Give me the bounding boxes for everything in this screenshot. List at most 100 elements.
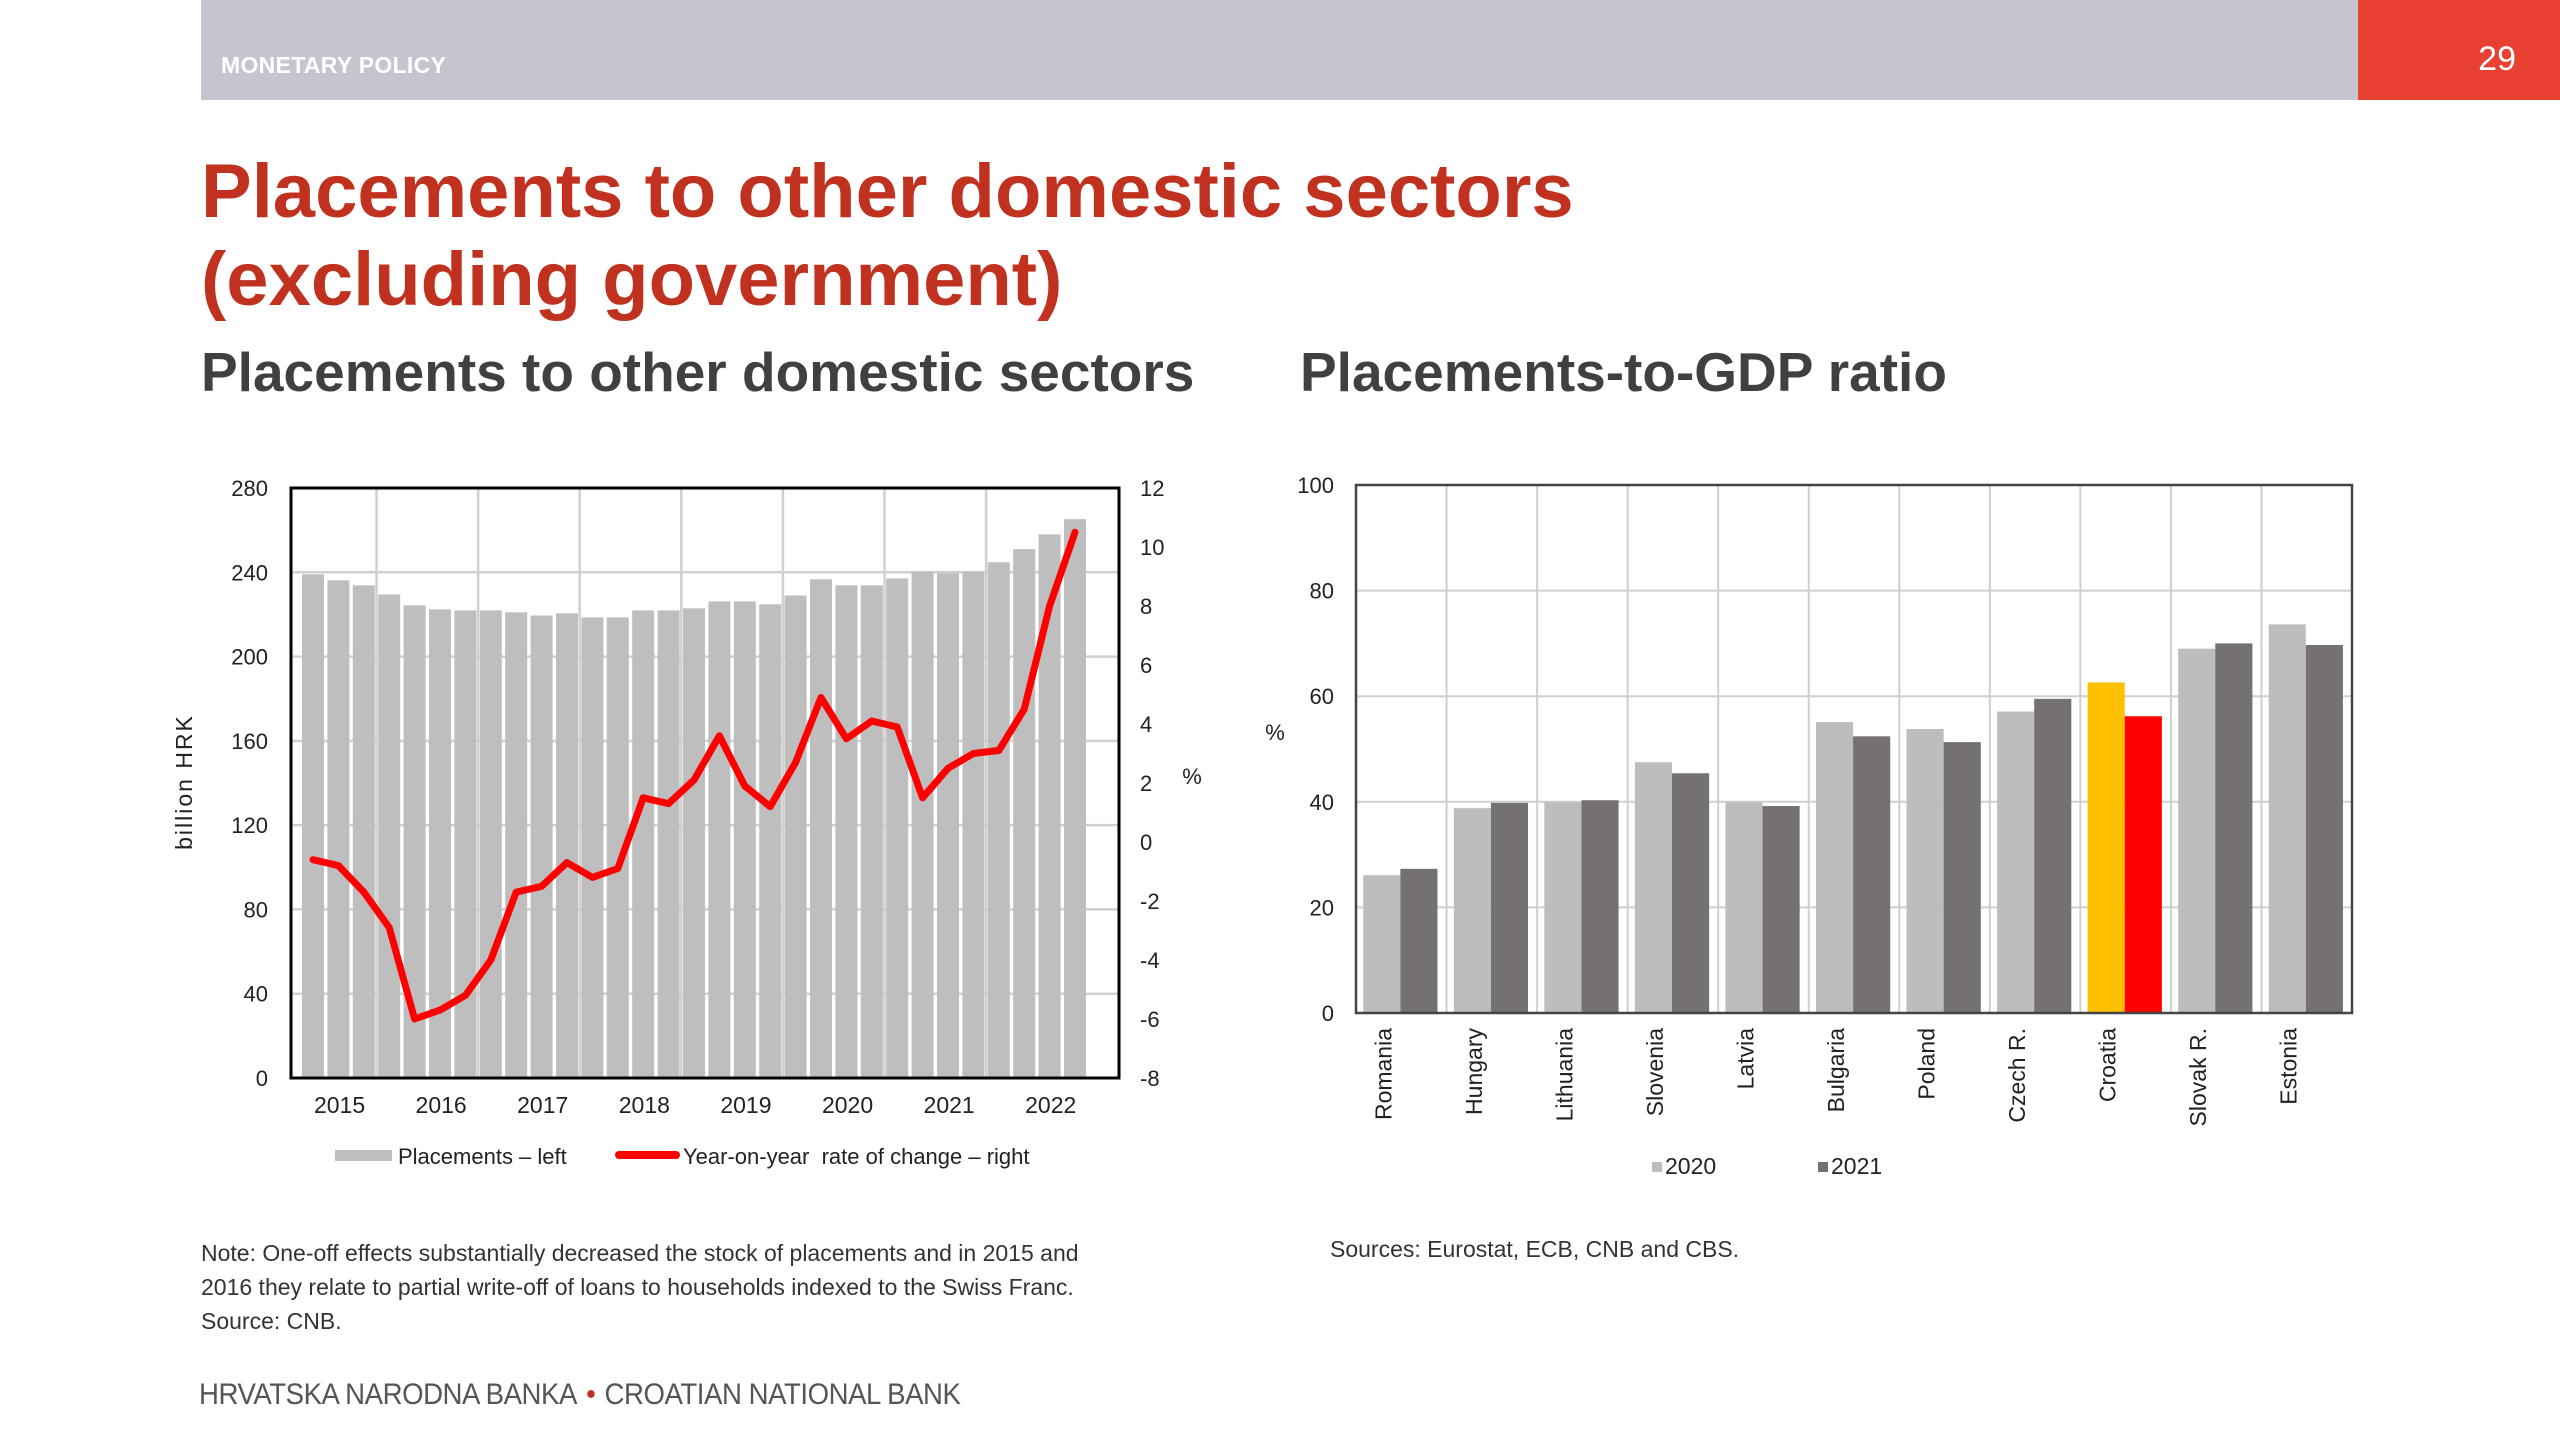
x-tick-label: 2021 — [924, 1092, 975, 1118]
bars — [1363, 624, 2343, 1013]
bar-2020 — [1725, 802, 1763, 1013]
placements-bar — [784, 595, 807, 1078]
placements-bar — [911, 571, 934, 1078]
left-tick-label: 200 — [231, 645, 268, 670]
left-axis-ticks: 0 40 80 120 160 200 240 280 — [231, 476, 268, 1091]
right-tick-label: 6 — [1140, 653, 1152, 678]
legend-label-2021: 2021 — [1831, 1153, 1882, 1179]
bar-2020 — [1634, 762, 1673, 1013]
placements-chart: 0 40 80 120 160 200 240 280 -8 -6 -4 -2 0 2 4 6 8 10 12 2… — [171, 476, 1202, 1169]
left-axis-label: billion HRK — [171, 714, 197, 850]
right-chart-sources: Sources: Eurostat, ECB, CNB and CBS. — [1330, 1236, 1740, 1262]
left-tick-label: 160 — [231, 729, 268, 754]
legend-swatch-placements — [335, 1150, 392, 1161]
bar-2021 — [1490, 802, 1529, 1013]
x-tick-label: 2020 — [822, 1092, 873, 1118]
right-axis-label: % — [1182, 764, 1202, 789]
header-bar — [201, 0, 2358, 100]
placements-bar — [886, 578, 909, 1078]
plot-frame — [1354, 483, 2354, 1015]
x-tick-label: 2017 — [517, 1092, 568, 1118]
placements-bar — [987, 562, 1010, 1078]
bar-2021 — [1853, 736, 1891, 1013]
left-tick-label: 120 — [231, 813, 268, 838]
placements-bar — [378, 594, 401, 1078]
placements-bar — [327, 580, 350, 1078]
bar-2021 — [1581, 800, 1619, 1013]
placements-bar — [683, 608, 705, 1078]
left-tick-label: 0 — [256, 1066, 268, 1091]
bar-2021 — [1762, 806, 1800, 1013]
y-tick-label: 20 — [1310, 895, 1334, 920]
footer-separator: • — [586, 1378, 596, 1411]
legend-swatch-yoy — [615, 1151, 680, 1159]
category-label: Slovak R. — [2185, 1028, 2211, 1126]
placements-bar — [302, 574, 324, 1078]
x-axis-ticks: Romania Hungary Lithuania Slovenia Latvia Bul… — [1370, 1028, 2301, 1127]
right-tick-label: -4 — [1140, 948, 1160, 973]
right-axis-ticks: -8 -6 -4 -2 0 2 4 6 8 10 12 — [1140, 476, 1164, 1091]
note-line-2: 2016 they relate to partial write-off of… — [201, 1274, 1074, 1300]
footer-right: CROATIAN NATIONAL BANK — [604, 1378, 961, 1411]
placements-bar — [403, 605, 426, 1078]
placements-bar — [1064, 519, 1086, 1078]
x-tick-label: 2019 — [720, 1092, 771, 1118]
x-tick-label: 2016 — [416, 1092, 467, 1118]
legend: 2020 2021 — [1652, 1153, 1882, 1179]
bar-2021 — [1943, 742, 1981, 1013]
bars — [302, 519, 1086, 1078]
left-chart-note: Note: One-off effects substantially decr… — [201, 1236, 1201, 1338]
bar-2020 — [2178, 648, 2216, 1013]
left-chart-subtitle: Placements to other domestic sectors — [201, 341, 1195, 403]
placements-bar — [810, 579, 832, 1078]
bar-2020 — [1544, 802, 1582, 1013]
y-tick-label: 0 — [1322, 1001, 1334, 1026]
left-tick-label: 80 — [244, 897, 268, 922]
category-label: Bulgaria — [1823, 1028, 1849, 1113]
x-tick-label: 2015 — [314, 1092, 365, 1118]
bar-2020 — [2087, 682, 2125, 1013]
note-line-3: Source: CNB. — [201, 1308, 342, 1334]
placements-bar — [835, 585, 858, 1078]
placements-bar — [530, 615, 553, 1078]
bar-2021 — [2124, 716, 2162, 1013]
category-label: Romania — [1370, 1028, 1396, 1120]
y-tick-label: 60 — [1310, 684, 1334, 709]
bar-2020 — [1453, 808, 1491, 1013]
placements-bar — [479, 610, 502, 1078]
placements-bar — [454, 610, 477, 1078]
bar-2020 — [1363, 875, 1401, 1013]
legend-label-placements: Placements – left — [398, 1144, 567, 1169]
placements-bar — [733, 601, 756, 1078]
left-tick-label: 280 — [231, 476, 268, 501]
category-label: Croatia — [2095, 1028, 2121, 1102]
placements-bar — [429, 609, 451, 1078]
footer-bank-name: HRVATSKA NARODNA BANKA • CROATIAN NATIONAL… — [199, 1378, 961, 1412]
right-tick-label: 2 — [1140, 771, 1152, 796]
bar-2020 — [1906, 728, 1944, 1013]
category-label: Czech R. — [2004, 1028, 2030, 1123]
placements-bar — [1038, 534, 1061, 1078]
placements-bar — [556, 613, 578, 1078]
placements-bar — [352, 585, 375, 1078]
y-tick-label: 40 — [1310, 790, 1334, 815]
x-axis-ticks: 2015 2016 2017 2018 2019 2020 2021 2022 — [314, 1092, 1076, 1118]
left-tick-label: 40 — [244, 982, 268, 1007]
bar-2021 — [2305, 644, 2343, 1013]
legend-swatch-2020 — [1652, 1162, 1662, 1172]
placements-bar — [1013, 549, 1036, 1078]
section-label: MONETARY POLICY — [221, 52, 447, 78]
category-label: Slovenia — [1642, 1028, 1668, 1116]
legend-swatch-2021 — [1818, 1162, 1828, 1172]
x-tick-label: 2018 — [619, 1092, 670, 1118]
bar-2020 — [1997, 711, 2035, 1013]
right-tick-label: -6 — [1140, 1007, 1160, 1032]
bar-2021 — [1400, 868, 1438, 1013]
y-axis-ticks: 0 20 40 60 80 100 — [1297, 473, 1334, 1026]
right-tick-label: 4 — [1140, 712, 1152, 737]
bar-2021 — [1672, 773, 1710, 1013]
category-label: Estonia — [2276, 1028, 2302, 1105]
bar-2020 — [2268, 624, 2306, 1013]
y-tick-label: 100 — [1297, 473, 1334, 498]
gdp-ratio-chart: 0 20 40 60 80 100 Romania Hungary Lithuania Slov… — [1265, 473, 2354, 1179]
